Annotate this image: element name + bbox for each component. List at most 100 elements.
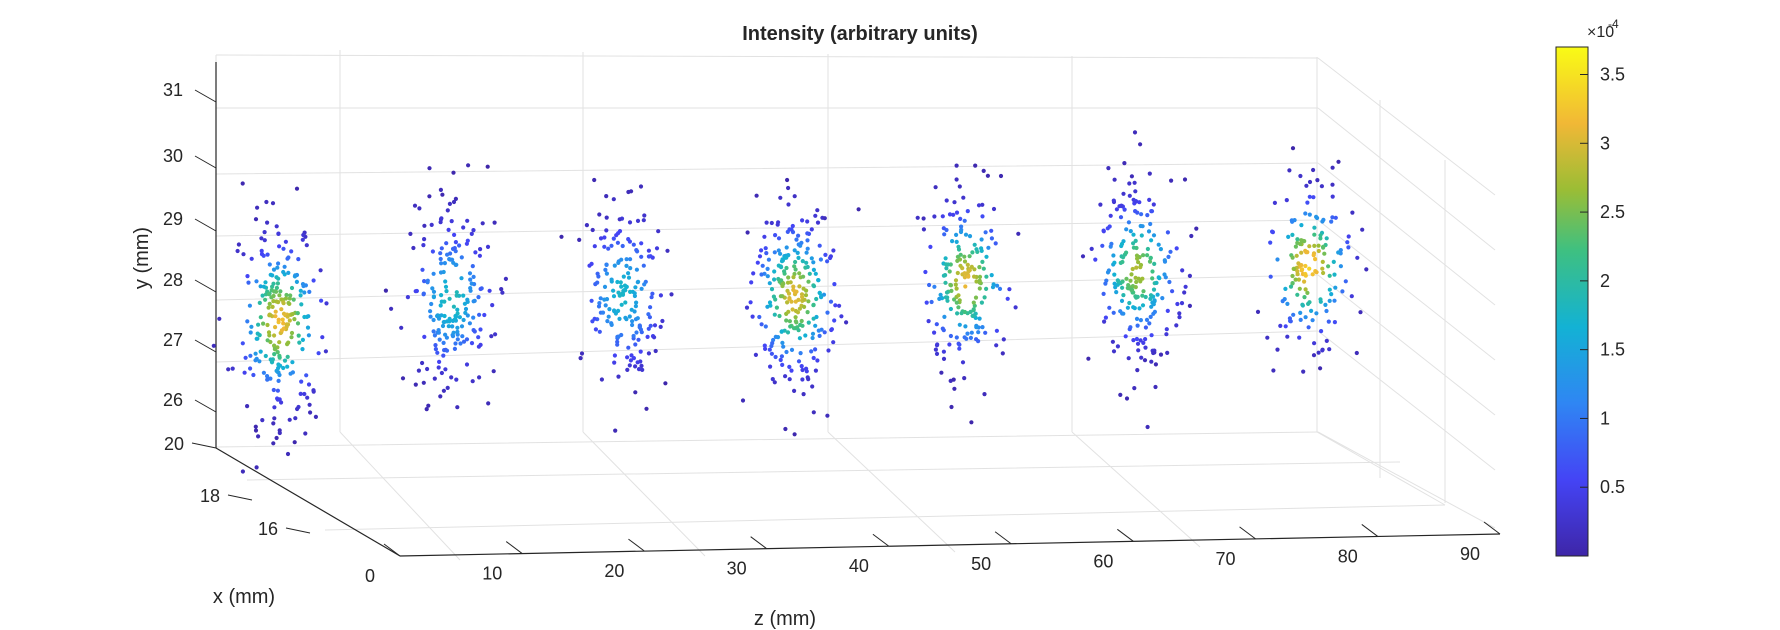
scatter-point — [1141, 253, 1146, 258]
scatter-point — [943, 273, 948, 278]
scatter-point — [281, 246, 286, 251]
scatter-point — [1158, 352, 1164, 357]
scatter-point — [634, 330, 639, 335]
scatter-point — [1265, 335, 1270, 340]
scatter-point — [426, 403, 431, 408]
scatter-point — [428, 309, 433, 314]
scatter-point — [1345, 240, 1350, 245]
scatter-point — [461, 293, 466, 298]
scatter-point — [797, 271, 802, 276]
scatter-point — [464, 337, 470, 342]
scatter-point — [272, 405, 277, 410]
scatter-point — [1316, 243, 1321, 248]
scatter-point — [621, 274, 626, 279]
scatter-point — [1153, 362, 1158, 367]
scatter-point — [1309, 308, 1314, 313]
scatter-point — [1121, 255, 1126, 260]
scatter-point — [448, 257, 453, 262]
scatter-point — [1326, 319, 1331, 324]
scatter-point — [1332, 272, 1337, 277]
scatter-point — [1016, 231, 1021, 236]
scatter-point — [769, 351, 775, 356]
scatter-point — [811, 355, 816, 361]
scatter-point — [421, 243, 426, 248]
scatter-point — [1301, 369, 1306, 374]
scatter-point — [1175, 301, 1180, 307]
scatter-point — [300, 337, 305, 342]
scatter-point — [248, 366, 253, 371]
scatter-point — [1133, 209, 1138, 214]
y-tick-mark — [194, 279, 217, 293]
scatter-point — [256, 322, 261, 327]
scatter-point — [1089, 246, 1094, 251]
scatter-point — [263, 353, 268, 359]
scatter-point — [599, 377, 605, 382]
scatter-point — [828, 255, 833, 261]
scatter-point — [991, 282, 996, 287]
scatter-point — [290, 312, 295, 317]
scatter-point — [813, 368, 819, 373]
scatter-point — [1332, 298, 1337, 303]
scatter-point — [478, 327, 483, 332]
scatter-point — [273, 325, 278, 330]
scatter-point — [383, 288, 388, 293]
y-tick-mark — [194, 155, 217, 169]
scatter-point — [431, 317, 436, 323]
scatter-point — [648, 305, 653, 310]
scatter-point — [1331, 259, 1336, 264]
scatter-point — [962, 218, 967, 223]
scatter-point — [1321, 244, 1326, 249]
scatter-point — [422, 279, 427, 284]
scatter-point — [1134, 316, 1140, 321]
scatter-point — [1329, 219, 1334, 224]
scatter-point — [452, 246, 457, 251]
scatter-point — [1183, 284, 1188, 289]
scatter-point — [306, 333, 311, 338]
scatter-point — [952, 200, 957, 205]
scatter-point — [837, 303, 842, 308]
scatter-point — [954, 286, 959, 291]
scatter-point — [1283, 324, 1288, 329]
scatter-point — [965, 209, 970, 214]
scatter-point — [788, 280, 793, 285]
scatter-point — [1320, 348, 1325, 353]
scatter-point — [1121, 191, 1126, 196]
scatter-point — [1111, 253, 1116, 258]
scatter-point — [1119, 298, 1125, 303]
scatter-point — [1111, 198, 1116, 203]
scatter-point — [669, 292, 674, 297]
scatter-point — [759, 272, 764, 277]
scatter-point — [1346, 234, 1351, 239]
scatter-point — [240, 181, 245, 186]
scatter-point — [451, 199, 457, 205]
scatter-point — [294, 279, 299, 284]
scatter-point — [485, 244, 491, 249]
scatter-point — [399, 325, 404, 330]
scatter-point — [763, 246, 768, 251]
scatter-point — [1306, 301, 1311, 306]
scatter-point — [471, 315, 476, 320]
scatter-point — [248, 330, 253, 335]
scatter-point — [652, 323, 658, 328]
scatter-point — [286, 340, 291, 345]
scatter-point — [1133, 189, 1138, 194]
scatter-point — [265, 322, 270, 328]
scatter-point — [770, 341, 775, 346]
scatter-point — [1314, 311, 1319, 316]
scatter-point — [639, 241, 644, 246]
scatter-point — [642, 213, 647, 218]
scatter-point — [451, 170, 456, 175]
scatter-point — [276, 231, 281, 236]
scatter-point — [786, 202, 791, 207]
scatter-point — [796, 233, 801, 238]
scatter-point — [217, 316, 222, 321]
scatter-point — [644, 406, 649, 411]
scatter-point — [444, 348, 450, 353]
scatter-point — [595, 271, 600, 276]
scatter-point — [957, 184, 962, 189]
scatter-point — [934, 322, 939, 327]
scatter-point — [616, 334, 621, 339]
scatter-point — [815, 220, 821, 225]
z-tick-label: 0 — [365, 566, 375, 586]
scatter-point — [944, 266, 949, 271]
